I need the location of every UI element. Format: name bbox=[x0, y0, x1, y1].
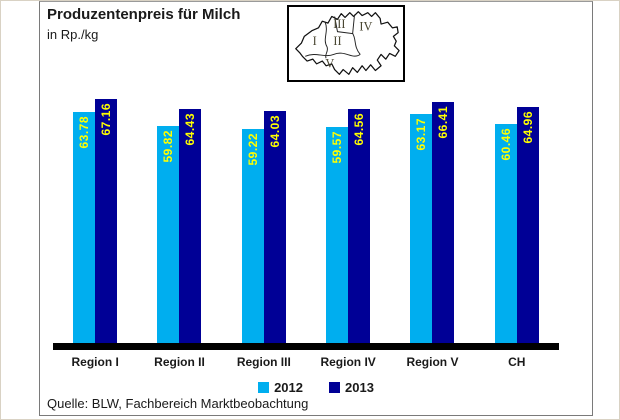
switzerland-map-drawing: I II III IV V bbox=[295, 11, 400, 75]
chart-subtitle: in Rp./kg bbox=[47, 27, 99, 42]
map-region-label: IV bbox=[359, 20, 372, 34]
region-divider-top bbox=[334, 14, 356, 35]
bar-group: 59.22 64.03 bbox=[222, 90, 306, 350]
bar-value-label: 63.78 bbox=[77, 115, 92, 149]
legend-swatch bbox=[329, 382, 340, 393]
switzerland-outline bbox=[295, 11, 400, 75]
map-region-label: I bbox=[313, 34, 317, 48]
source-note: Quelle: BLW, Fachbereich Marktbeobachtun… bbox=[47, 396, 309, 411]
legend-item: 2013 bbox=[329, 380, 374, 395]
bar-2012: 59.82 bbox=[157, 126, 180, 350]
bar-2013: 64.96 bbox=[516, 107, 539, 350]
map-region-label: V bbox=[325, 57, 334, 71]
bar-value-label: 66.41 bbox=[436, 105, 451, 139]
bar-group: 63.17 66.41 bbox=[390, 90, 474, 350]
chart-frame: Produzentenpreis für Milch in Rp./kg I I… bbox=[39, 1, 593, 416]
bar-2012: 63.78 bbox=[73, 111, 96, 350]
x-axis-label: Region III bbox=[236, 355, 291, 369]
map-region-label: II bbox=[333, 34, 341, 48]
x-axis-label: Region I bbox=[71, 355, 119, 369]
x-axis-label: Region V bbox=[406, 355, 459, 369]
x-axis-label: CH bbox=[508, 355, 526, 369]
bar-2012: 60.46 bbox=[494, 123, 517, 350]
bar-2013: 67.16 bbox=[95, 98, 118, 350]
bar-value-label: 63.17 bbox=[414, 117, 429, 151]
legend: 2012 2013 bbox=[40, 380, 592, 395]
bar-plot: 63.78 67.16 59.82 64.43 59.22 64.03 59.57 64.56… bbox=[53, 90, 559, 350]
bar-2013: 64.43 bbox=[179, 109, 202, 350]
bar-2012: 63.17 bbox=[410, 113, 433, 350]
legend-swatch bbox=[258, 382, 270, 393]
bar-value-label: 64.96 bbox=[520, 111, 535, 144]
legend-label: 2012 bbox=[274, 380, 303, 395]
bar-value-label: 59.57 bbox=[330, 131, 345, 164]
map-region-label: III bbox=[333, 17, 345, 31]
region-divider-east bbox=[352, 33, 361, 55]
region-divider-south bbox=[305, 52, 361, 57]
bar-group: 60.46 64.96 bbox=[475, 90, 559, 350]
bar-2013: 66.41 bbox=[432, 101, 455, 350]
bar-2012: 59.57 bbox=[326, 127, 349, 350]
legend-label: 2013 bbox=[345, 380, 374, 395]
x-axis-label: Region IV bbox=[320, 355, 376, 369]
bar-2012: 59.22 bbox=[241, 128, 264, 350]
switzerland-map: I II III IV V bbox=[287, 5, 405, 82]
legend-item: 2012 bbox=[258, 380, 303, 395]
bar-value-label: 64.56 bbox=[352, 112, 367, 146]
x-axis-label: Region II bbox=[154, 355, 205, 369]
bar-value-label: 60.46 bbox=[498, 127, 513, 161]
chart-title: Produzentenpreis für Milch bbox=[47, 6, 241, 23]
bar-value-label: 59.22 bbox=[245, 132, 260, 166]
bar-value-label: 64.43 bbox=[183, 113, 198, 146]
bar-group: 59.82 64.43 bbox=[137, 90, 221, 350]
bar-value-label: 59.82 bbox=[161, 130, 176, 163]
x-axis-line bbox=[53, 343, 559, 350]
bar-value-label: 67.16 bbox=[99, 102, 114, 136]
bar-2013: 64.56 bbox=[348, 108, 371, 350]
bar-group: 59.57 64.56 bbox=[306, 90, 390, 350]
x-axis-labels: Region I Region II Region III Region IV Regi… bbox=[53, 355, 559, 369]
bar-group: 63.78 67.16 bbox=[53, 90, 137, 350]
bar-value-label: 64.03 bbox=[267, 114, 282, 148]
bar-2013: 64.03 bbox=[263, 110, 286, 350]
